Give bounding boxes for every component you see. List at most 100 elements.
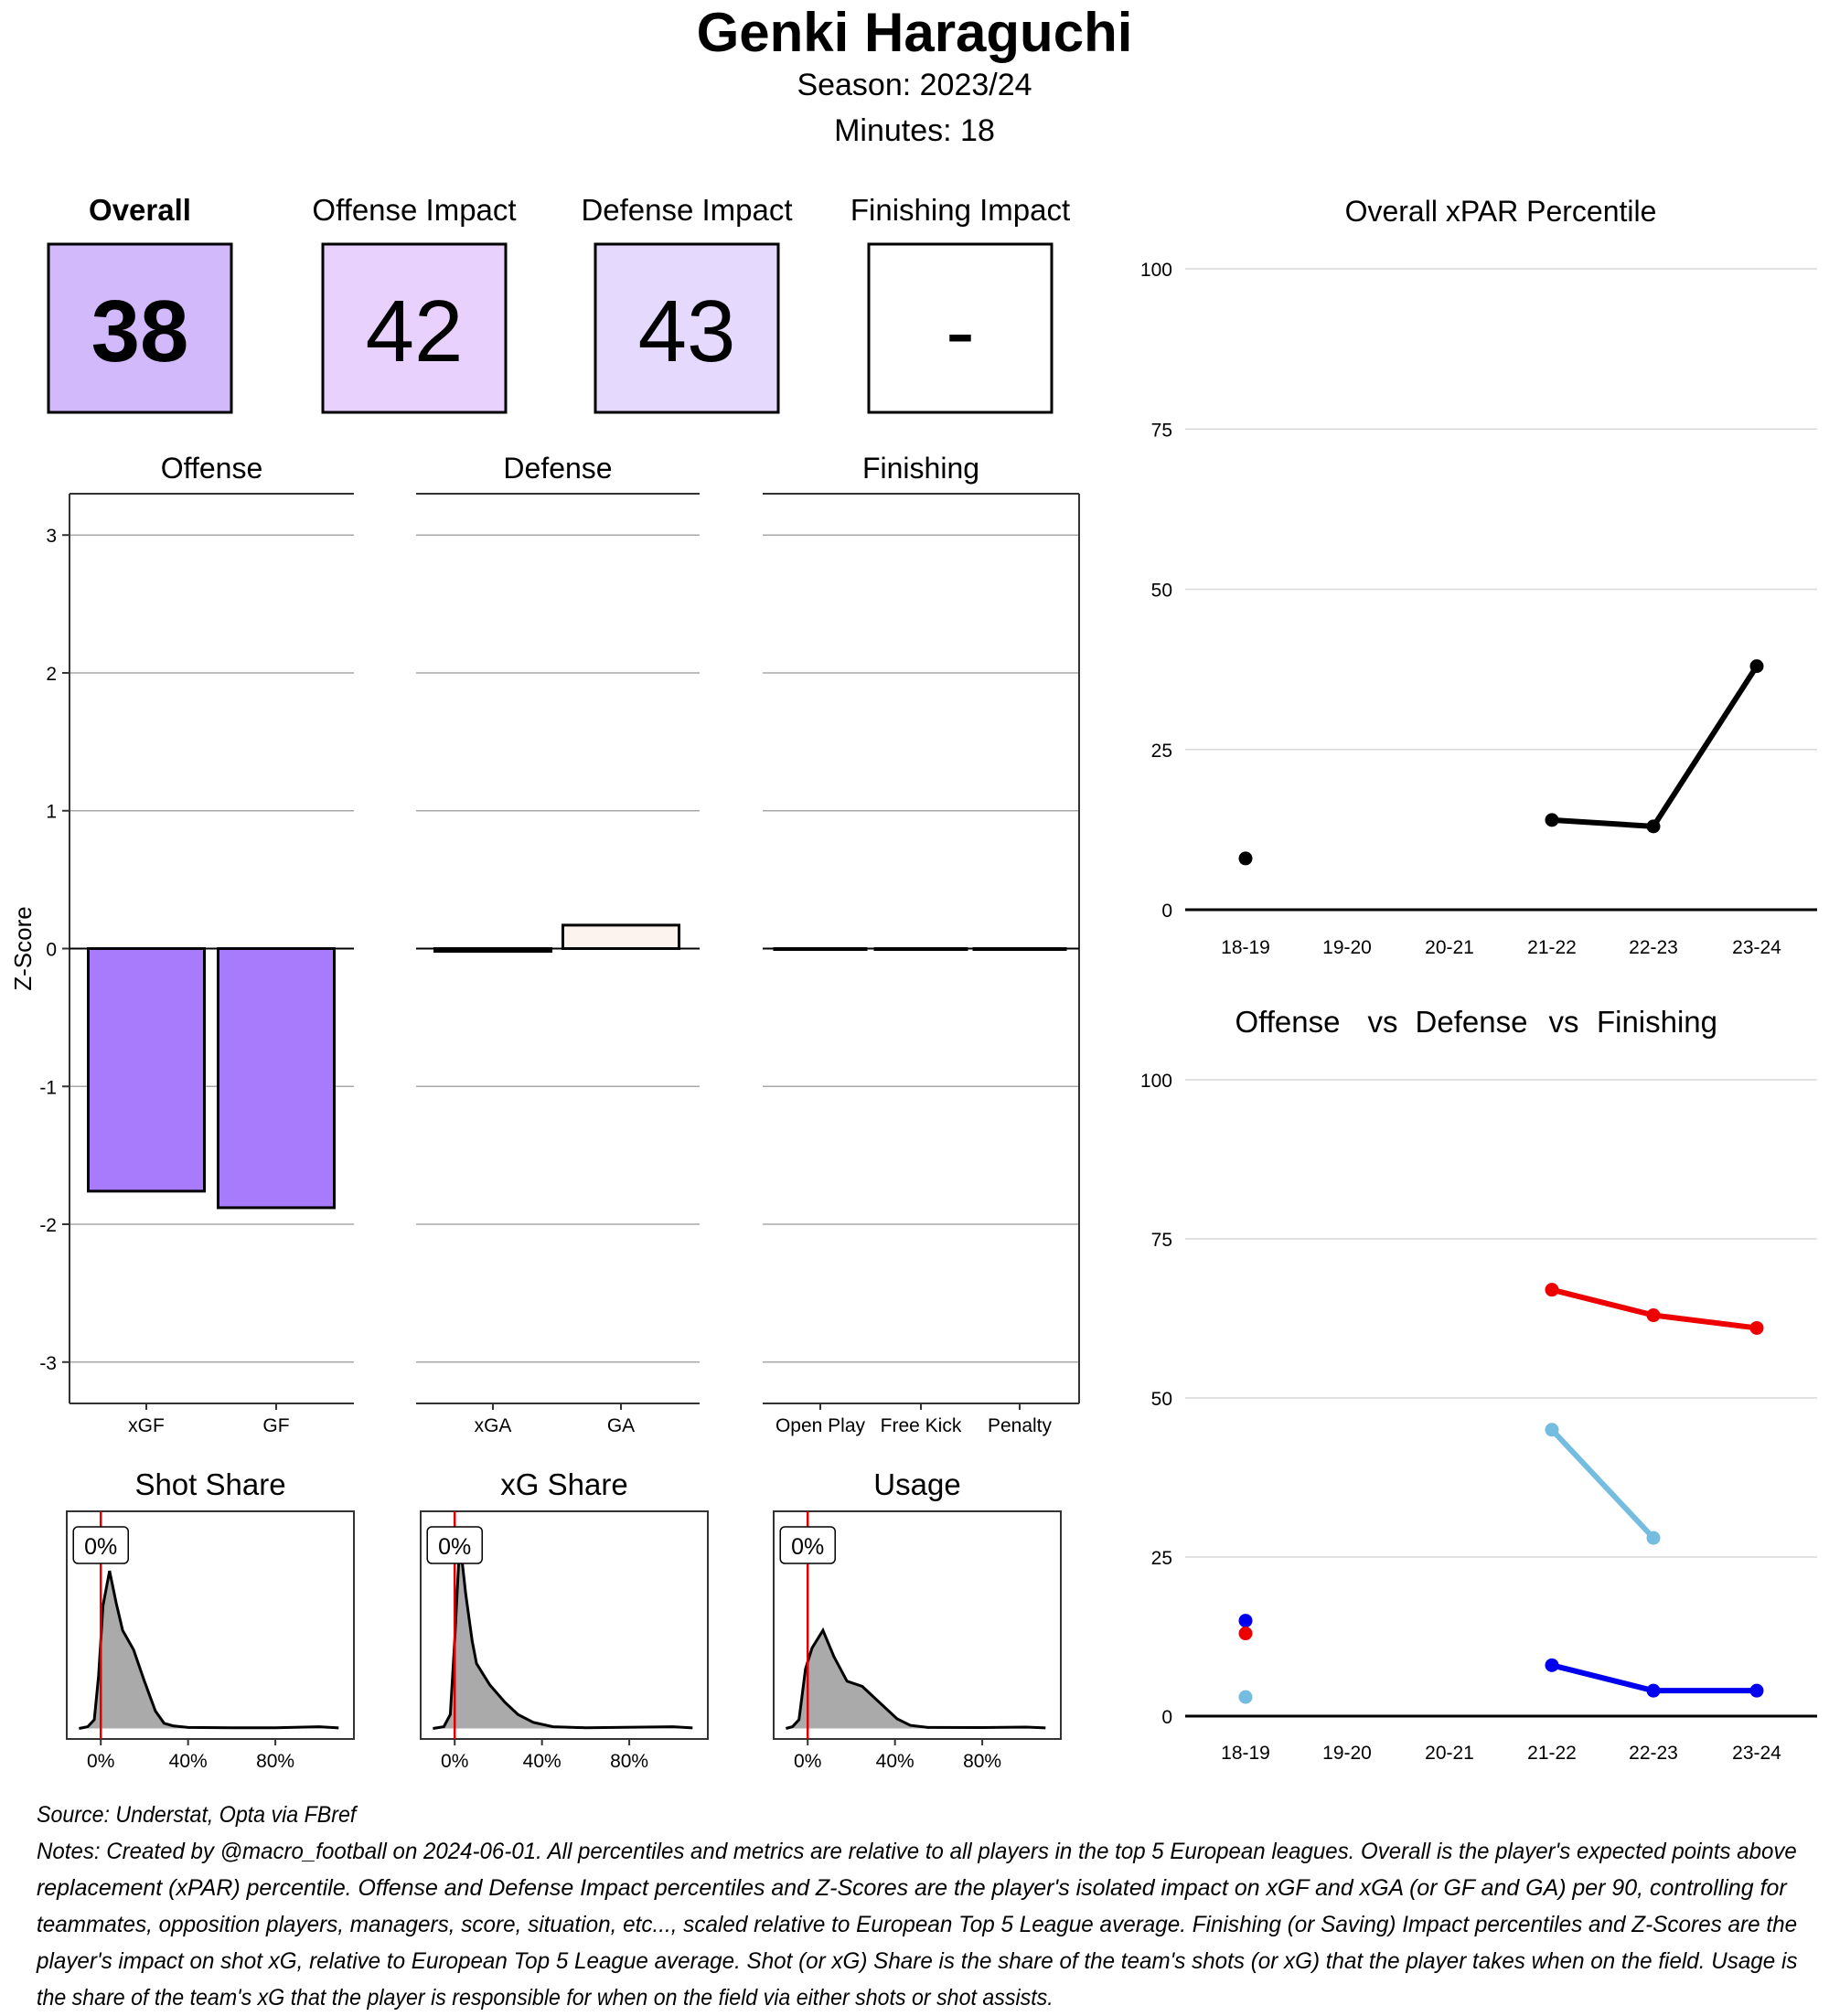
scorecard-label: Overall [89, 193, 191, 227]
series-line-overall [1551, 664, 1759, 829]
data-point-offense [1545, 1658, 1559, 1672]
scorecard-box [47, 242, 233, 414]
player-value-label: 0% [84, 1534, 117, 1560]
data-point-offense [1238, 1614, 1253, 1628]
legend-title-part: vs [1549, 1005, 1579, 1039]
y-tick-label: 75 [1151, 420, 1172, 441]
x-tick-label: 80% [963, 1751, 1001, 1772]
y-tick-label: 50 [1151, 1389, 1172, 1410]
x-tick-label: 80% [256, 1751, 294, 1772]
y-tick-label: 100 [1140, 1071, 1172, 1092]
player-value-label-box [72, 1526, 129, 1564]
x-tick-label: 0% [794, 1751, 821, 1772]
y-tick-label: 25 [1151, 741, 1172, 762]
y-tick-label: 100 [1140, 260, 1172, 281]
data-point-defense [1646, 1308, 1661, 1323]
x-tick-label: 22-23 [1629, 937, 1678, 958]
data-point-offense [1646, 1683, 1661, 1698]
y-axis-title: Z-Score [9, 906, 37, 990]
data-point-defense [1545, 1283, 1559, 1297]
notes-line: the share of the team's xG that the play… [37, 1985, 1054, 2011]
x-tick-label: 19-20 [1322, 937, 1372, 958]
x-tick-label: GA [607, 1415, 635, 1436]
x-tick-label: 40% [876, 1751, 914, 1772]
scorecard-value: 38 [91, 283, 189, 380]
scorecard-box [867, 242, 1054, 414]
x-tick-label: 0% [87, 1751, 114, 1772]
x-tick-label: xGA [475, 1415, 512, 1436]
y-tick-label: -1 [39, 1077, 57, 1098]
x-tick-label: 21-22 [1527, 1743, 1577, 1764]
bar-gf [217, 947, 336, 1210]
notes-line: player's impact on shot xG, relative to … [37, 1948, 1798, 1974]
y-tick-label: -3 [39, 1353, 57, 1374]
density-title: xG Share [500, 1467, 627, 1501]
density-curve [79, 1570, 339, 1730]
density-title: Shot Share [134, 1467, 285, 1501]
density-title: Usage [873, 1467, 960, 1501]
share-density-charts: Shot Share 0% 0% 40% 80% xG Share 0% 0% 40% 80% Us… [66, 1467, 1062, 1772]
density-panel-border [773, 1510, 1062, 1740]
density-area [786, 1630, 1046, 1729]
series-line-finishing [1549, 1427, 1656, 1541]
y-tick-label: 50 [1151, 581, 1172, 602]
density-curve [786, 1627, 1046, 1730]
y-tick-label: 1 [46, 802, 57, 823]
zscore-chart: Z-Score -3 -2 -1 0 1 2 3 Offense xGF GF Defense xGA G… [9, 452, 1080, 1436]
data-point-finishing [1646, 1531, 1661, 1545]
x-tick-label: 23-24 [1732, 937, 1781, 958]
component-percentile-chart: Offense vs Defense vs Finishing 0 25 50 75 100 18-… [1140, 1005, 1817, 1764]
y-tick-label: 3 [46, 526, 57, 547]
x-tick-label: Penalty [988, 1415, 1053, 1436]
scorecard-label: Finishing Impact [850, 193, 1070, 227]
legend-title-part: vs [1368, 1005, 1398, 1039]
legend-title-part: Offense [1235, 1005, 1341, 1039]
x-tick-label: 22-23 [1629, 1743, 1678, 1764]
x-tick-label: 21-22 [1527, 937, 1577, 958]
player-value-label: 0% [791, 1534, 824, 1560]
scorecard-box [321, 242, 508, 414]
notes-line: teammates, opposition players, managers,… [37, 1912, 1798, 1937]
facet-title: Finishing [862, 452, 979, 485]
x-tick-label: 18-19 [1221, 1743, 1270, 1764]
x-tick-label: 23-24 [1732, 1743, 1781, 1764]
x-tick-label: xGF [128, 1415, 165, 1436]
scorecard-label: Defense Impact [581, 193, 792, 227]
data-point-overall [1749, 659, 1764, 674]
x-tick-label: 19-20 [1322, 1743, 1372, 1764]
legend-title-part: Defense [1416, 1005, 1528, 1039]
data-point-defense [1749, 1320, 1764, 1335]
overall-xpar-chart: Overall xPAR Percentile 0 25 50 75 100 18-19 19… [1140, 195, 1817, 958]
player-value-label: 0% [438, 1534, 471, 1560]
chart-title: Overall xPAR Percentile [1345, 195, 1657, 228]
x-tick-label: 40% [169, 1751, 208, 1772]
scorecard-value: 42 [366, 283, 464, 380]
scorecard-box [594, 242, 780, 414]
season-label: Season: 2023/24 [797, 68, 1032, 102]
x-tick-label: GF [262, 1415, 289, 1436]
y-tick-label: 2 [46, 664, 57, 685]
density-panel-border [66, 1510, 355, 1740]
notes-line: replacement (xPAR) percentile. Offense a… [37, 1875, 1787, 1901]
data-point-offense [1749, 1683, 1764, 1698]
data-point-overall [1545, 813, 1559, 827]
data-point-overall [1646, 819, 1661, 834]
scorecard-value: - [946, 283, 975, 380]
x-tick-label: 0% [441, 1751, 468, 1772]
x-tick-label: Open Play [775, 1415, 866, 1436]
x-tick-label: Free Kick [881, 1415, 962, 1436]
x-tick-label: 20-21 [1425, 1743, 1474, 1764]
data-point-defense [1238, 1627, 1253, 1641]
x-tick-label: 40% [523, 1751, 562, 1772]
scorecard-label: Offense Impact [312, 193, 516, 227]
player-name: Genki Haraguchi [697, 2, 1133, 63]
scorecard-value: 43 [638, 283, 736, 380]
x-tick-label: 80% [610, 1751, 648, 1772]
player-value-label-box [779, 1526, 836, 1564]
facet-title: Defense [503, 452, 612, 485]
player-value-label-box [426, 1526, 483, 1564]
scorecards: Overall 38 Offense Impact 42 Defense Impact 4… [47, 193, 1070, 414]
minutes-label: Minutes: 18 [834, 113, 995, 148]
density-area [79, 1571, 339, 1729]
